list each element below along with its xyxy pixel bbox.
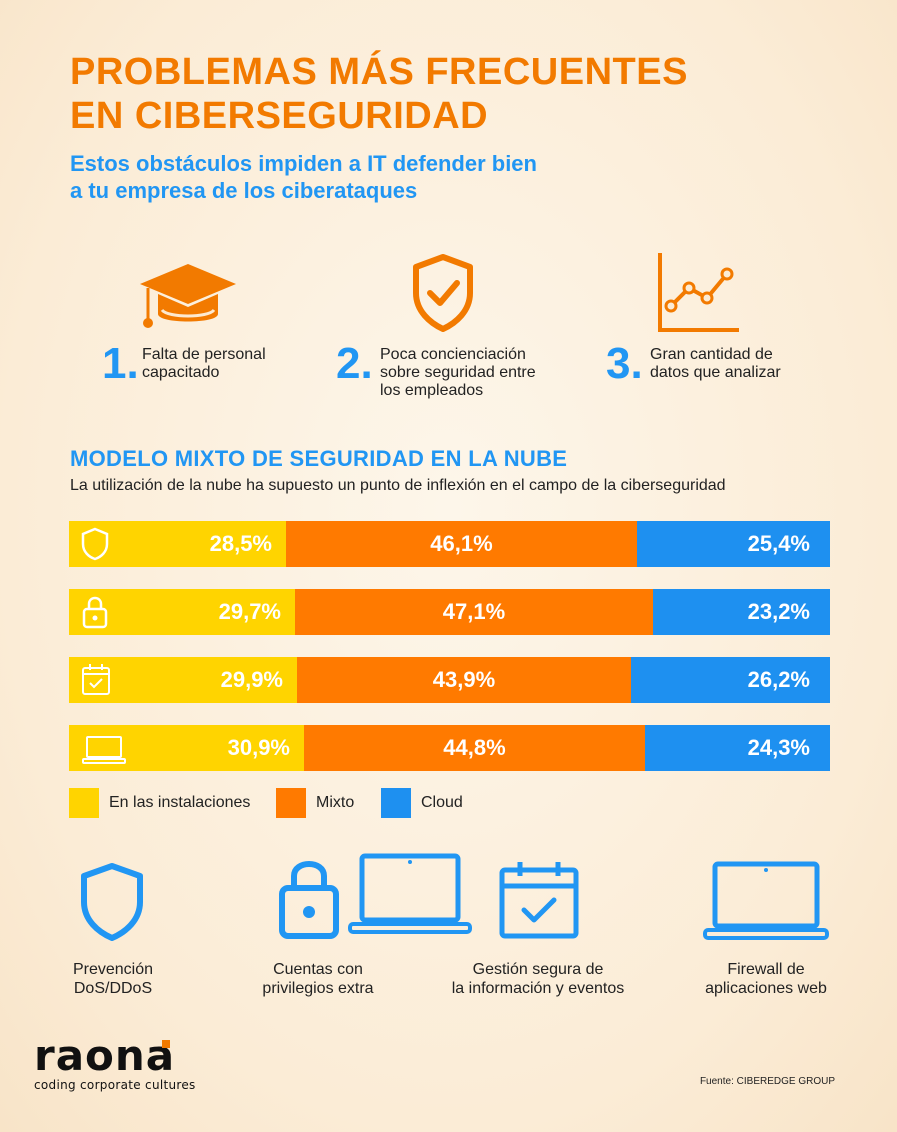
bar-segment-on-premises: 28,5% [69, 521, 286, 567]
laptop-icon [703, 861, 829, 940]
title-line-1: PROBLEMAS MÁS FRECUENTES [70, 51, 688, 93]
section-subtitle: La utilización de la nube ha supuesto un… [70, 477, 726, 494]
bar-value-label: 23,2% [747, 599, 810, 624]
graduation-cap-icon [140, 264, 236, 328]
subtitle-line-1: Estos obstáculos impiden a IT defender b… [70, 151, 537, 176]
shield-icon [81, 863, 143, 941]
bar-value-label: 47,1% [442, 599, 506, 624]
legend-swatch-cloud [381, 788, 411, 818]
legend-swatch-on-premises [69, 788, 99, 818]
legend-swatch-mixed [276, 788, 306, 818]
problem-text-line: Falta de personal [142, 346, 266, 363]
shield-check-icon [413, 254, 473, 332]
brand-tagline: coding corporate cultures [34, 1078, 196, 1092]
legend-label-cloud: Cloud [421, 794, 463, 811]
bar-value-label: 29,9% [220, 667, 283, 692]
page-title: PROBLEMAS MÁS FRECUENTES EN CIBERSEGURID… [70, 50, 850, 138]
feature-line: aplicaciones web [705, 980, 827, 997]
lock-laptop-icon [279, 853, 472, 939]
brand-name: raona [34, 1031, 176, 1080]
problem-text-line: los empleados [380, 382, 484, 399]
bar-row: 28,5% 46,1% 25,4% [69, 521, 830, 567]
bar-value-label: 24,3% [747, 735, 810, 760]
bar-lock-icon [82, 596, 108, 629]
bar-segment-cloud: 26,2% [631, 657, 830, 703]
bar-value-label: 26,2% [747, 667, 810, 692]
legend: En las instalaciones Mixto Cloud [69, 788, 569, 820]
bar-segment-on-premises: 29,9% [69, 657, 297, 703]
bar-segment-mixed: 43,9% [297, 657, 631, 703]
brand-accent-dot [162, 1040, 170, 1048]
feature-label-firewall: Firewall de aplicaciones web [656, 960, 876, 998]
bar-row: 30,9% 44,8% 24,3% [69, 725, 830, 771]
legend-label-mixed: Mixto [316, 794, 355, 811]
section-title: MODELO MIXTO DE SEGURIDAD EN LA NUBE [70, 446, 568, 471]
feature-line: Cuentas con [273, 961, 363, 978]
bar-shield-icon [81, 527, 109, 561]
feature-line: Firewall de [727, 961, 805, 978]
brand-logo: raona coding corporate cultures [34, 1031, 196, 1093]
title-line-2: EN CIBERSEGURIDAD [70, 95, 489, 137]
legend-label-on-premises: En las instalaciones [109, 794, 251, 811]
bar-value-label: 25,4% [747, 531, 810, 556]
page-subtitle: Estos obstáculos impiden a IT defender b… [70, 150, 830, 204]
bar-segment-mixed: 47,1% [295, 589, 653, 635]
feature-line: la información y eventos [451, 980, 625, 997]
bar-value-label: 44,8% [443, 735, 506, 760]
bar-segment-mixed: 46,1% [286, 521, 637, 567]
bar-segment-cloud: 25,4% [637, 521, 830, 567]
bar-value-label: 43,9% [432, 667, 496, 692]
bar-row: 29,7% 47,1% 23,2% [69, 589, 830, 635]
problem-number: 1. [102, 339, 139, 388]
bar-calendar-check-icon [82, 664, 110, 695]
feature-label-info: Gestión segura de la información y event… [428, 960, 648, 998]
problem-text-line: sobre seguridad entre [380, 364, 536, 381]
subtitle-line-2: a tu empresa de los ciberataques [70, 178, 418, 203]
bar-laptop-icon [82, 736, 126, 764]
feature-label-dos: Prevención DoS/DDoS [3, 960, 223, 998]
problem-number: 2. [336, 339, 373, 388]
problem-text-line: capacitado [142, 364, 220, 381]
calendar-check-icon [499, 862, 579, 939]
feature-line: privilegios extra [262, 980, 374, 997]
feature-line: Gestión segura de [472, 961, 604, 978]
feature-label-accounts: Cuentas con privilegios extra [208, 960, 428, 998]
bar-segment-cloud: 23,2% [653, 589, 830, 635]
bar-value-label: 29,7% [218, 599, 281, 624]
line-chart-icon [658, 253, 739, 332]
bar-row: 29,9% 43,9% 26,2% [69, 657, 830, 703]
source-note: Fuente: CIBEREDGE GROUP [699, 1076, 835, 1087]
bar-value-label: 30,9% [227, 735, 290, 760]
stacked-bar-chart: 28,5% 46,1% 25,4% 29,7% 47,1% 23,2% 29,9% 43,9%… [69, 521, 830, 771]
problem-text-line: Poca concienciación [380, 346, 526, 363]
feature-line: Prevención [72, 961, 154, 978]
bar-value-label: 28,5% [209, 531, 272, 556]
problem-text-line: datos que analizar [650, 364, 781, 381]
bar-segment-cloud: 24,3% [645, 725, 830, 771]
bar-segment-mixed: 44,8% [304, 725, 645, 771]
problem-number: 3. [606, 339, 643, 388]
problem-text-line: Gran cantidad de [650, 346, 773, 363]
feature-line: DoS/DDoS [73, 980, 153, 997]
bar-value-label: 46,1% [430, 531, 493, 556]
